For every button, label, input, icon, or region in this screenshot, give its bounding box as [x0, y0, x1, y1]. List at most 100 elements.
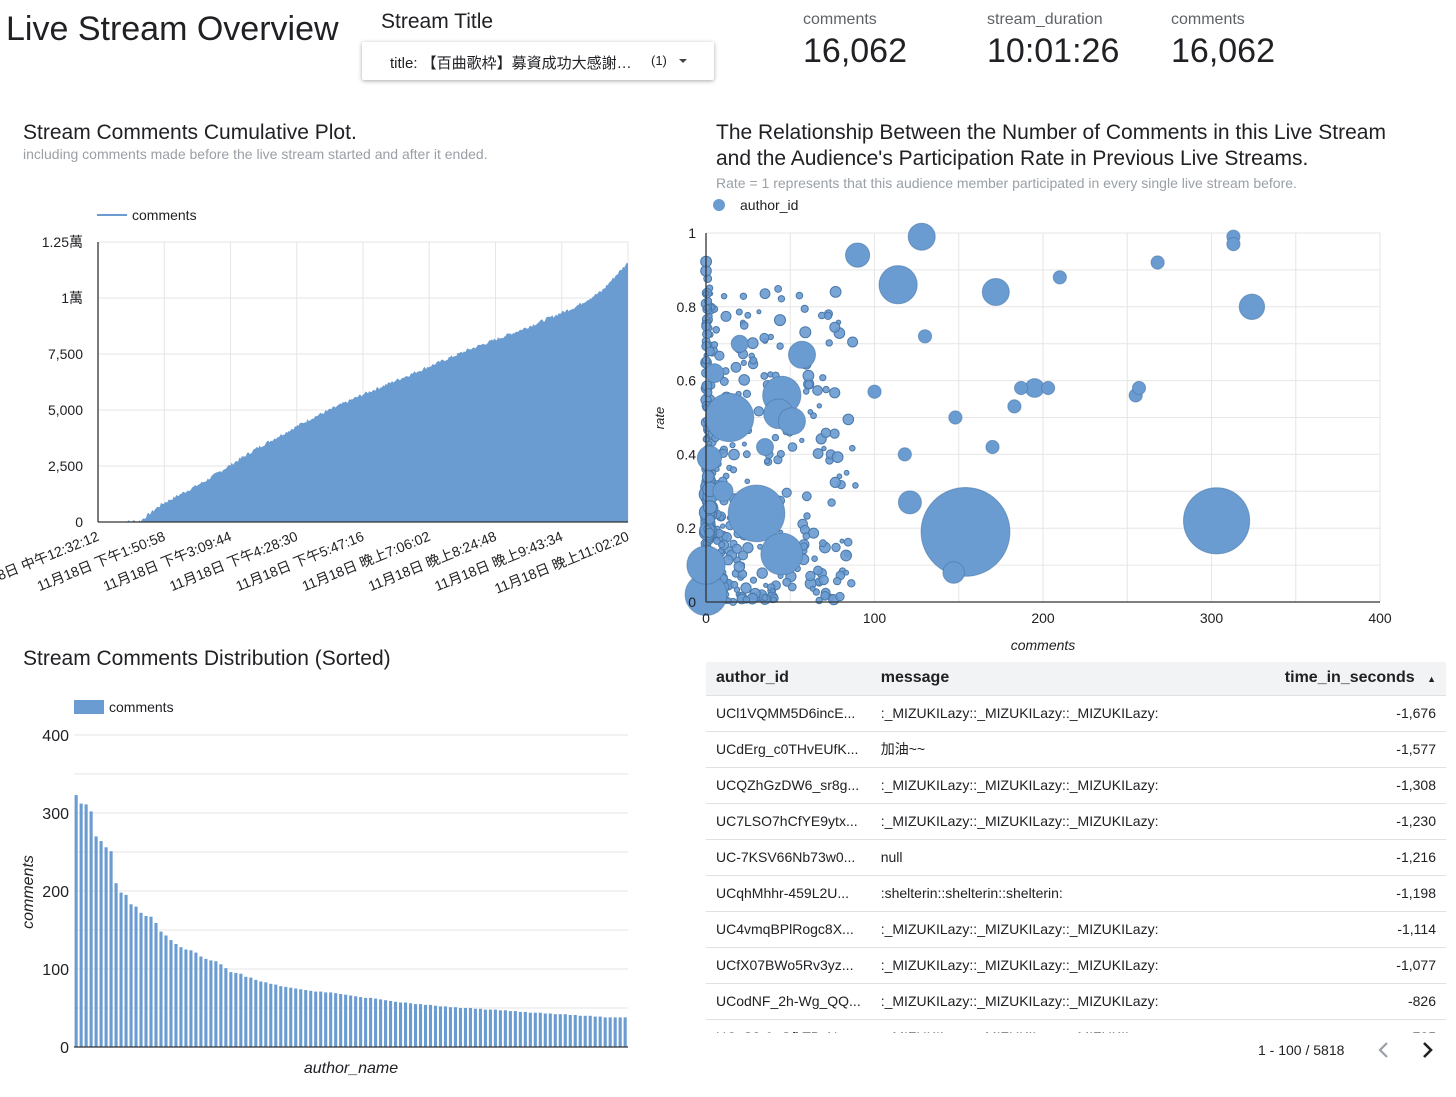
distribution-bar [473, 1008, 477, 1047]
scatter-point [703, 388, 713, 398]
cell-message: :_MIZUKILazy::_MIZUKILazy::_MIZUKILazy: [870, 802, 1236, 839]
scatter-point [744, 311, 752, 319]
cell-author-id: UCodNF_2h-Wg_QQ... [706, 982, 871, 1019]
distribution-bar [114, 883, 118, 1047]
distribution-bar [463, 1008, 467, 1047]
chevron-right-icon[interactable] [1413, 1036, 1441, 1064]
table-row[interactable]: UCfX07BWo5Rv3yz...:_MIZUKILazy::_MIZUKIL… [706, 946, 1446, 983]
distribution-bar [254, 979, 258, 1047]
caret-down-icon[interactable] [679, 59, 687, 63]
cumulative-area [98, 262, 628, 522]
chevron-left-icon[interactable] [1370, 1036, 1398, 1064]
column-header-author-id[interactable]: author_id [716, 669, 789, 687]
distribution-bar [603, 1017, 607, 1047]
scatter-y-tick-label: 1 [688, 225, 696, 241]
distribution-bar [94, 836, 98, 1047]
scatter-point [1131, 380, 1147, 396]
scatter-point [740, 359, 747, 366]
distribution-bar [593, 1016, 597, 1047]
table-row[interactable]: UCdErg_c0THvEUfK... 加油~~ -1,577 [706, 730, 1446, 767]
scatter-point [907, 222, 936, 251]
distribution-bar [443, 1006, 448, 1047]
distribution-bar [334, 993, 338, 1047]
scatter-point [800, 304, 809, 313]
scatter-subtitle: Rate = 1 represents that this audience m… [716, 175, 1297, 191]
distribution-bar [164, 935, 168, 1047]
table-row[interactable]: UCqhMhhr-459L2U...:shelterin::shelterin:… [706, 874, 1446, 911]
cumulative-y-tick-label: 1.25萬 [42, 234, 83, 250]
table-row[interactable]: UCodNF_2h-Wg_QQ...:_MIZUKILazy::_MIZUKIL… [706, 982, 1446, 1019]
distribution-bar [404, 1002, 408, 1047]
distribution-bar [264, 982, 268, 1047]
distribution-bars [74, 795, 627, 1047]
scatter-point [741, 441, 747, 447]
kpi-value-duration: 10:01:26 [987, 32, 1120, 70]
scatter-point [829, 286, 842, 298]
scatter-point [802, 388, 810, 395]
distribution-bar [344, 994, 348, 1047]
distribution-bar [309, 990, 313, 1047]
scatter-point [727, 484, 786, 543]
distribution-bar [364, 997, 368, 1047]
distribution-bar [339, 994, 343, 1047]
scatter-point [852, 482, 859, 489]
table-row[interactable]: UC7LSO7hCfYE9ytx...:_MIZUKILazy::_MIZUKI… [706, 802, 1446, 839]
scatter-point [948, 410, 963, 425]
cumulative-y-tick-label: 7,500 [48, 346, 83, 362]
distribution-bar [154, 923, 158, 1047]
scatter-point [840, 549, 852, 562]
distribution-bar [169, 940, 173, 1047]
distribution-bar [199, 956, 203, 1047]
distribution-bar [324, 992, 328, 1047]
distribution-bar [284, 986, 288, 1047]
scatter-y-axis-label: rate [652, 407, 667, 429]
scatter-point [774, 285, 782, 293]
distribution-bar [119, 892, 123, 1047]
scatter-point [701, 470, 715, 483]
scatter-point [1183, 487, 1251, 555]
table-row[interactable]: UC-7KSV66Nb73w0... null -1,216 [706, 838, 1446, 875]
cell-time: -826 [1235, 982, 1446, 1019]
stream-title-filter[interactable]: title: 【百曲歌枠】募資成功大感謝… (1) [362, 42, 714, 80]
distribution-bar [543, 1013, 547, 1047]
scatter-point [802, 532, 811, 540]
scatter-point [1238, 293, 1266, 320]
scatter-point [730, 580, 739, 589]
table-row[interactable]: UCl1VQMM5D6incE...:_MIZUKILazy::_MIZUKIL… [706, 694, 1446, 731]
distribution-bar [498, 1010, 502, 1047]
distribution-bar [608, 1017, 612, 1047]
distribution-bar [568, 1015, 572, 1047]
scatter-y-tick-label: 0.2 [677, 520, 697, 536]
scatter-point [774, 314, 786, 327]
comments-table: author_id message time_in_seconds ▲ UCl1… [706, 662, 1446, 1033]
cumulative-title: Stream Comments Cumulative Plot. [23, 121, 357, 144]
scatter-point [822, 385, 830, 394]
scatter-point [808, 527, 820, 539]
cumulative-y-tick-label: 1萬 [61, 290, 83, 306]
table-row[interactable]: UCQZhGzDW6_sr8g...:_MIZUKILazy::_MIZUKIL… [706, 766, 1446, 803]
scatter-point [829, 428, 840, 439]
scatter-point [1150, 255, 1165, 270]
table-row[interactable]: UC4vmqBPlRogc8X...:_MIZUKILazy::_MIZUKIL… [706, 910, 1446, 947]
scatter-x-tick-label: 400 [1368, 610, 1392, 626]
distribution-legend-label: comments [109, 699, 174, 715]
scatter-point [777, 295, 786, 303]
distribution-bar [409, 1003, 413, 1047]
scatter-point [829, 476, 841, 488]
distribution-bar [384, 1000, 388, 1047]
scatter-point [829, 321, 841, 333]
column-header-time[interactable]: time_in_seconds ▲ [1236, 662, 1446, 695]
column-header-message[interactable]: message [880, 669, 950, 687]
distribution-bar [274, 984, 278, 1047]
distribution-bar [299, 989, 303, 1047]
scatter-point [771, 433, 780, 442]
scatter-point [729, 466, 738, 474]
scatter-point [917, 329, 933, 344]
scatter-point [738, 374, 751, 386]
table-row[interactable]: UCcS3r6_GfkTBsNr...:_MIZUKILazy::_MIZUKI… [706, 1018, 1446, 1033]
cell-time: -1,577 [1235, 730, 1446, 767]
cell-time: -1,216 [1235, 838, 1446, 875]
distribution-bar [453, 1007, 458, 1047]
sort-ascending-icon[interactable]: ▲ [1427, 674, 1436, 685]
cell-author-id: UCcS3r6_GfkTBsNr... [706, 1018, 871, 1033]
